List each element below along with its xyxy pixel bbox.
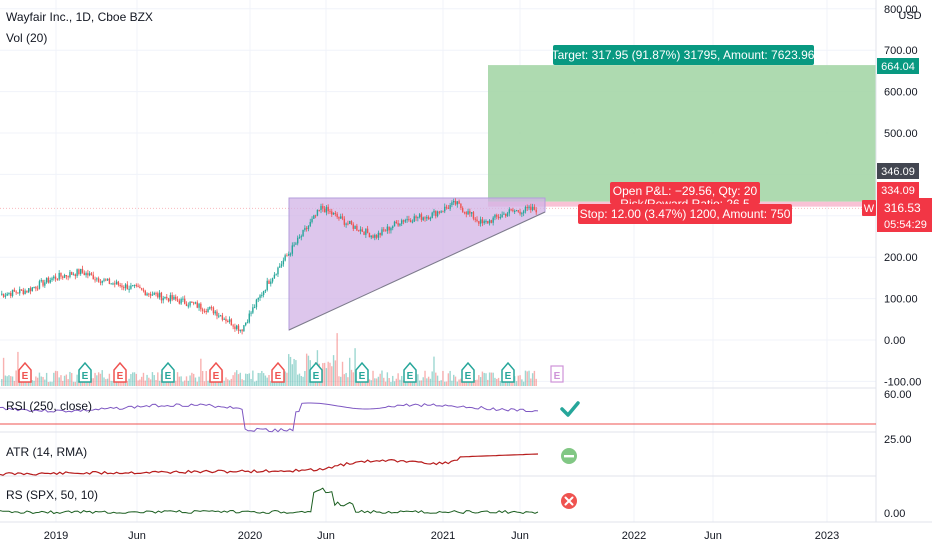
minus-icon bbox=[561, 448, 577, 464]
time-tick: Jun bbox=[511, 530, 529, 542]
stop-label-box[interactable]: Stop: 12.00 (3.47%) 1200, Amount: 750 bbox=[578, 204, 792, 224]
price-tick: -100.00 bbox=[884, 376, 921, 388]
time-tick: 2023 bbox=[815, 530, 839, 542]
svg-text:664.04: 664.04 bbox=[881, 61, 915, 73]
price-tick: 800.00 bbox=[884, 4, 918, 16]
triangle-pattern[interactable] bbox=[288, 197, 546, 331]
svg-text:334.09: 334.09 bbox=[881, 185, 915, 197]
svg-text:E: E bbox=[117, 371, 124, 382]
time-tick: Jun bbox=[128, 530, 146, 542]
earnings-marker[interactable]: E bbox=[501, 361, 515, 383]
earnings-marker[interactable]: E bbox=[271, 361, 285, 383]
earnings-marker[interactable]: E bbox=[161, 361, 175, 383]
target-label-box[interactable]: Target: 317.95 (91.87%) 31795, Amount: 7… bbox=[552, 45, 815, 65]
earnings-marker[interactable]: E bbox=[78, 361, 92, 383]
triangle-support-line bbox=[288, 211, 546, 331]
svg-text:E: E bbox=[359, 371, 366, 382]
entry-price-tag: 334.09 bbox=[877, 182, 919, 198]
atr-legend[interactable]: ATR (14, RMA) bbox=[6, 445, 88, 459]
price-candles bbox=[1, 198, 537, 335]
earnings-marker[interactable]: E bbox=[113, 361, 127, 383]
price-tick: 500.00 bbox=[884, 128, 918, 140]
entry-high-price-tag: 346.09 bbox=[877, 163, 919, 179]
symbol-title[interactable]: Wayfair Inc., 1D, Cboe BZX bbox=[6, 10, 153, 24]
rs-legend[interactable]: RS (SPX, 50, 10) bbox=[6, 488, 99, 502]
price-axis[interactable]: 800.00700.00600.00500.00400.00300.00200.… bbox=[884, 4, 921, 389]
svg-text:346.09: 346.09 bbox=[881, 166, 915, 178]
target-label: Target: 317.95 (91.87%) 31795, Amount: 7… bbox=[552, 48, 815, 62]
svg-text:E: E bbox=[82, 371, 89, 382]
earnings-marker[interactable]: E bbox=[309, 361, 323, 383]
price-tick: 700.00 bbox=[884, 45, 918, 57]
time-tick: 2021 bbox=[431, 530, 455, 542]
rs-axis-tick: 0.00 bbox=[884, 508, 905, 520]
target-zone[interactable] bbox=[488, 65, 876, 202]
svg-text:W: W bbox=[864, 203, 875, 215]
svg-text:E: E bbox=[213, 371, 220, 382]
price-tick: 600.00 bbox=[884, 87, 918, 99]
time-axis[interactable]: 2019 Jun 2020 Jun 2021 Jun 2022 Jun 2023 bbox=[44, 530, 839, 542]
earnings-marker[interactable]: E bbox=[461, 361, 475, 383]
svg-text:E: E bbox=[465, 371, 472, 382]
rsi-legend[interactable]: RSI (250, close) bbox=[6, 399, 93, 413]
svg-text:E: E bbox=[313, 371, 320, 382]
volume-legend[interactable]: Vol (20) bbox=[6, 31, 48, 45]
time-tick: 2022 bbox=[622, 530, 646, 542]
price-tick: 0.00 bbox=[884, 335, 905, 347]
earnings-marker[interactable]: E bbox=[403, 361, 417, 383]
svg-text:E: E bbox=[275, 371, 282, 382]
earnings-marker[interactable]: E bbox=[209, 361, 223, 383]
earnings-marker[interactable]: E bbox=[355, 361, 369, 383]
svg-text:316.53: 316.53 bbox=[884, 201, 921, 215]
svg-text:E: E bbox=[22, 371, 29, 382]
pnl-label: Open P&L: −29.56, Qty: 20 bbox=[613, 184, 758, 198]
price-axis-unit: USD bbox=[898, 10, 921, 22]
svg-text:E: E bbox=[407, 371, 414, 382]
svg-text:05:54:29: 05:54:29 bbox=[884, 219, 927, 231]
earnings-marker[interactable]: E bbox=[550, 365, 564, 383]
last-price-tag: 316.53 05:54:29 bbox=[877, 198, 932, 232]
atr-line bbox=[0, 453, 539, 476]
svg-text:E: E bbox=[165, 371, 172, 382]
time-tick: Jun bbox=[317, 530, 335, 542]
rs-line bbox=[0, 487, 539, 515]
target-price-tag: 664.04 bbox=[877, 58, 919, 74]
time-tick: 2020 bbox=[238, 530, 262, 542]
rsi-axis-tick: 60.00 bbox=[884, 389, 912, 401]
check-icon bbox=[560, 401, 580, 417]
time-tick: Jun bbox=[704, 530, 722, 542]
earnings-marker[interactable]: E bbox=[18, 361, 32, 383]
svg-text:E: E bbox=[554, 371, 561, 382]
svg-text:E: E bbox=[505, 371, 512, 382]
stop-label: Stop: 12.00 (3.47%) 1200, Amount: 750 bbox=[580, 207, 791, 221]
price-tick: 200.00 bbox=[884, 252, 918, 264]
close-icon bbox=[561, 493, 577, 509]
alert-flag[interactable]: W bbox=[862, 200, 876, 216]
price-tick: 100.00 bbox=[884, 294, 918, 306]
time-tick: 2019 bbox=[44, 530, 68, 542]
atr-axis-tick: 25.00 bbox=[884, 434, 912, 446]
rsi-line bbox=[0, 402, 539, 433]
